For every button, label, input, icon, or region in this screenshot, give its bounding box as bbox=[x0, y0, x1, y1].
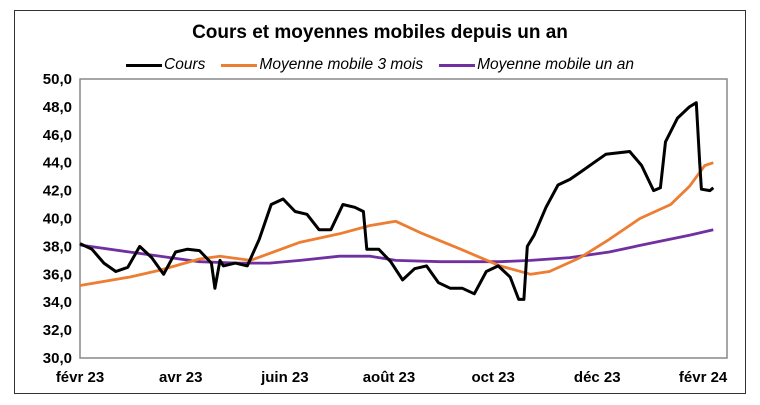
legend-label: Cours bbox=[164, 56, 206, 73]
legend: Cours Moyenne mobile 3 mois Moyenne mobi… bbox=[0, 56, 760, 74]
x-tick-label: oct 23 bbox=[471, 369, 514, 386]
legend-swatch bbox=[126, 63, 163, 67]
plot-area bbox=[79, 78, 728, 359]
series-line-1 bbox=[79, 161, 714, 287]
x-tick-label: déc 23 bbox=[574, 369, 621, 386]
y-tick-label: 50,0 bbox=[43, 71, 72, 88]
y-tick-label: 42,0 bbox=[43, 183, 72, 200]
x-tick-label: juin 23 bbox=[260, 369, 309, 386]
chart-frame bbox=[14, 10, 746, 394]
y-tick-label: 48,0 bbox=[43, 99, 72, 116]
y-tick-label: 32,0 bbox=[43, 322, 72, 339]
x-tick-label: févr 23 bbox=[56, 369, 104, 386]
y-tick-label: 34,0 bbox=[43, 294, 72, 311]
legend-label: Moyenne mobile 3 mois bbox=[259, 56, 424, 73]
x-tick-label: avr 23 bbox=[159, 369, 202, 386]
x-tick-label: août 23 bbox=[363, 369, 416, 386]
x-tick-label: févr 24 bbox=[679, 369, 728, 386]
legend-swatch bbox=[439, 63, 476, 67]
y-tick-label: 40,0 bbox=[43, 211, 72, 228]
legend-swatch bbox=[221, 63, 258, 67]
legend-label: Moyenne mobile un an bbox=[477, 56, 634, 73]
y-tick-label: 36,0 bbox=[43, 266, 72, 283]
chart-title: Cours et moyennes mobiles depuis un an bbox=[192, 22, 568, 43]
y-tick-label: 44,0 bbox=[43, 155, 72, 172]
series-line-0 bbox=[79, 101, 715, 301]
legend-item-ma12: Moyenne mobile un an bbox=[439, 56, 634, 74]
y-tick-label: 30,0 bbox=[43, 350, 72, 367]
legend-item-ma3: Moyenne mobile 3 mois bbox=[221, 56, 423, 74]
y-tick-label: 46,0 bbox=[43, 127, 72, 144]
y-tick-label: 38,0 bbox=[43, 238, 72, 255]
legend-item-cours: Cours bbox=[126, 56, 205, 74]
